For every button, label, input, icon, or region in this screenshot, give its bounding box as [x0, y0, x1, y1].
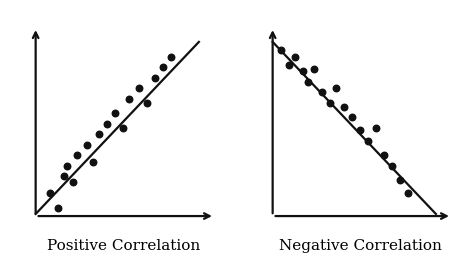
Point: [404, 191, 412, 195]
Point: [356, 128, 364, 132]
Point: [388, 164, 396, 168]
Point: [340, 105, 348, 109]
Point: [60, 174, 67, 178]
Point: [305, 80, 312, 84]
Point: [327, 101, 334, 105]
Point: [64, 164, 71, 168]
Point: [365, 138, 372, 143]
Point: [111, 111, 119, 115]
Point: [136, 86, 143, 90]
Point: [277, 48, 284, 52]
Point: [333, 86, 340, 90]
Point: [310, 67, 318, 71]
Point: [103, 122, 111, 126]
Point: [46, 191, 54, 195]
Point: [319, 90, 326, 94]
Point: [285, 63, 292, 67]
Point: [380, 153, 388, 157]
Point: [73, 153, 81, 157]
Point: [151, 75, 159, 80]
Point: [143, 101, 151, 105]
Point: [373, 126, 380, 130]
Point: [119, 126, 127, 130]
Point: [83, 143, 91, 147]
Point: [348, 115, 356, 120]
Point: [70, 180, 77, 185]
Point: [396, 178, 404, 183]
Point: [54, 206, 61, 210]
Point: [167, 54, 175, 59]
Point: [291, 54, 298, 59]
Text: Negative Correlation: Negative Correlation: [279, 239, 442, 253]
Point: [96, 132, 103, 136]
Point: [126, 96, 133, 101]
Point: [299, 69, 306, 73]
Point: [90, 159, 97, 164]
Text: Positive Correlation: Positive Correlation: [46, 239, 200, 253]
Point: [159, 65, 167, 69]
